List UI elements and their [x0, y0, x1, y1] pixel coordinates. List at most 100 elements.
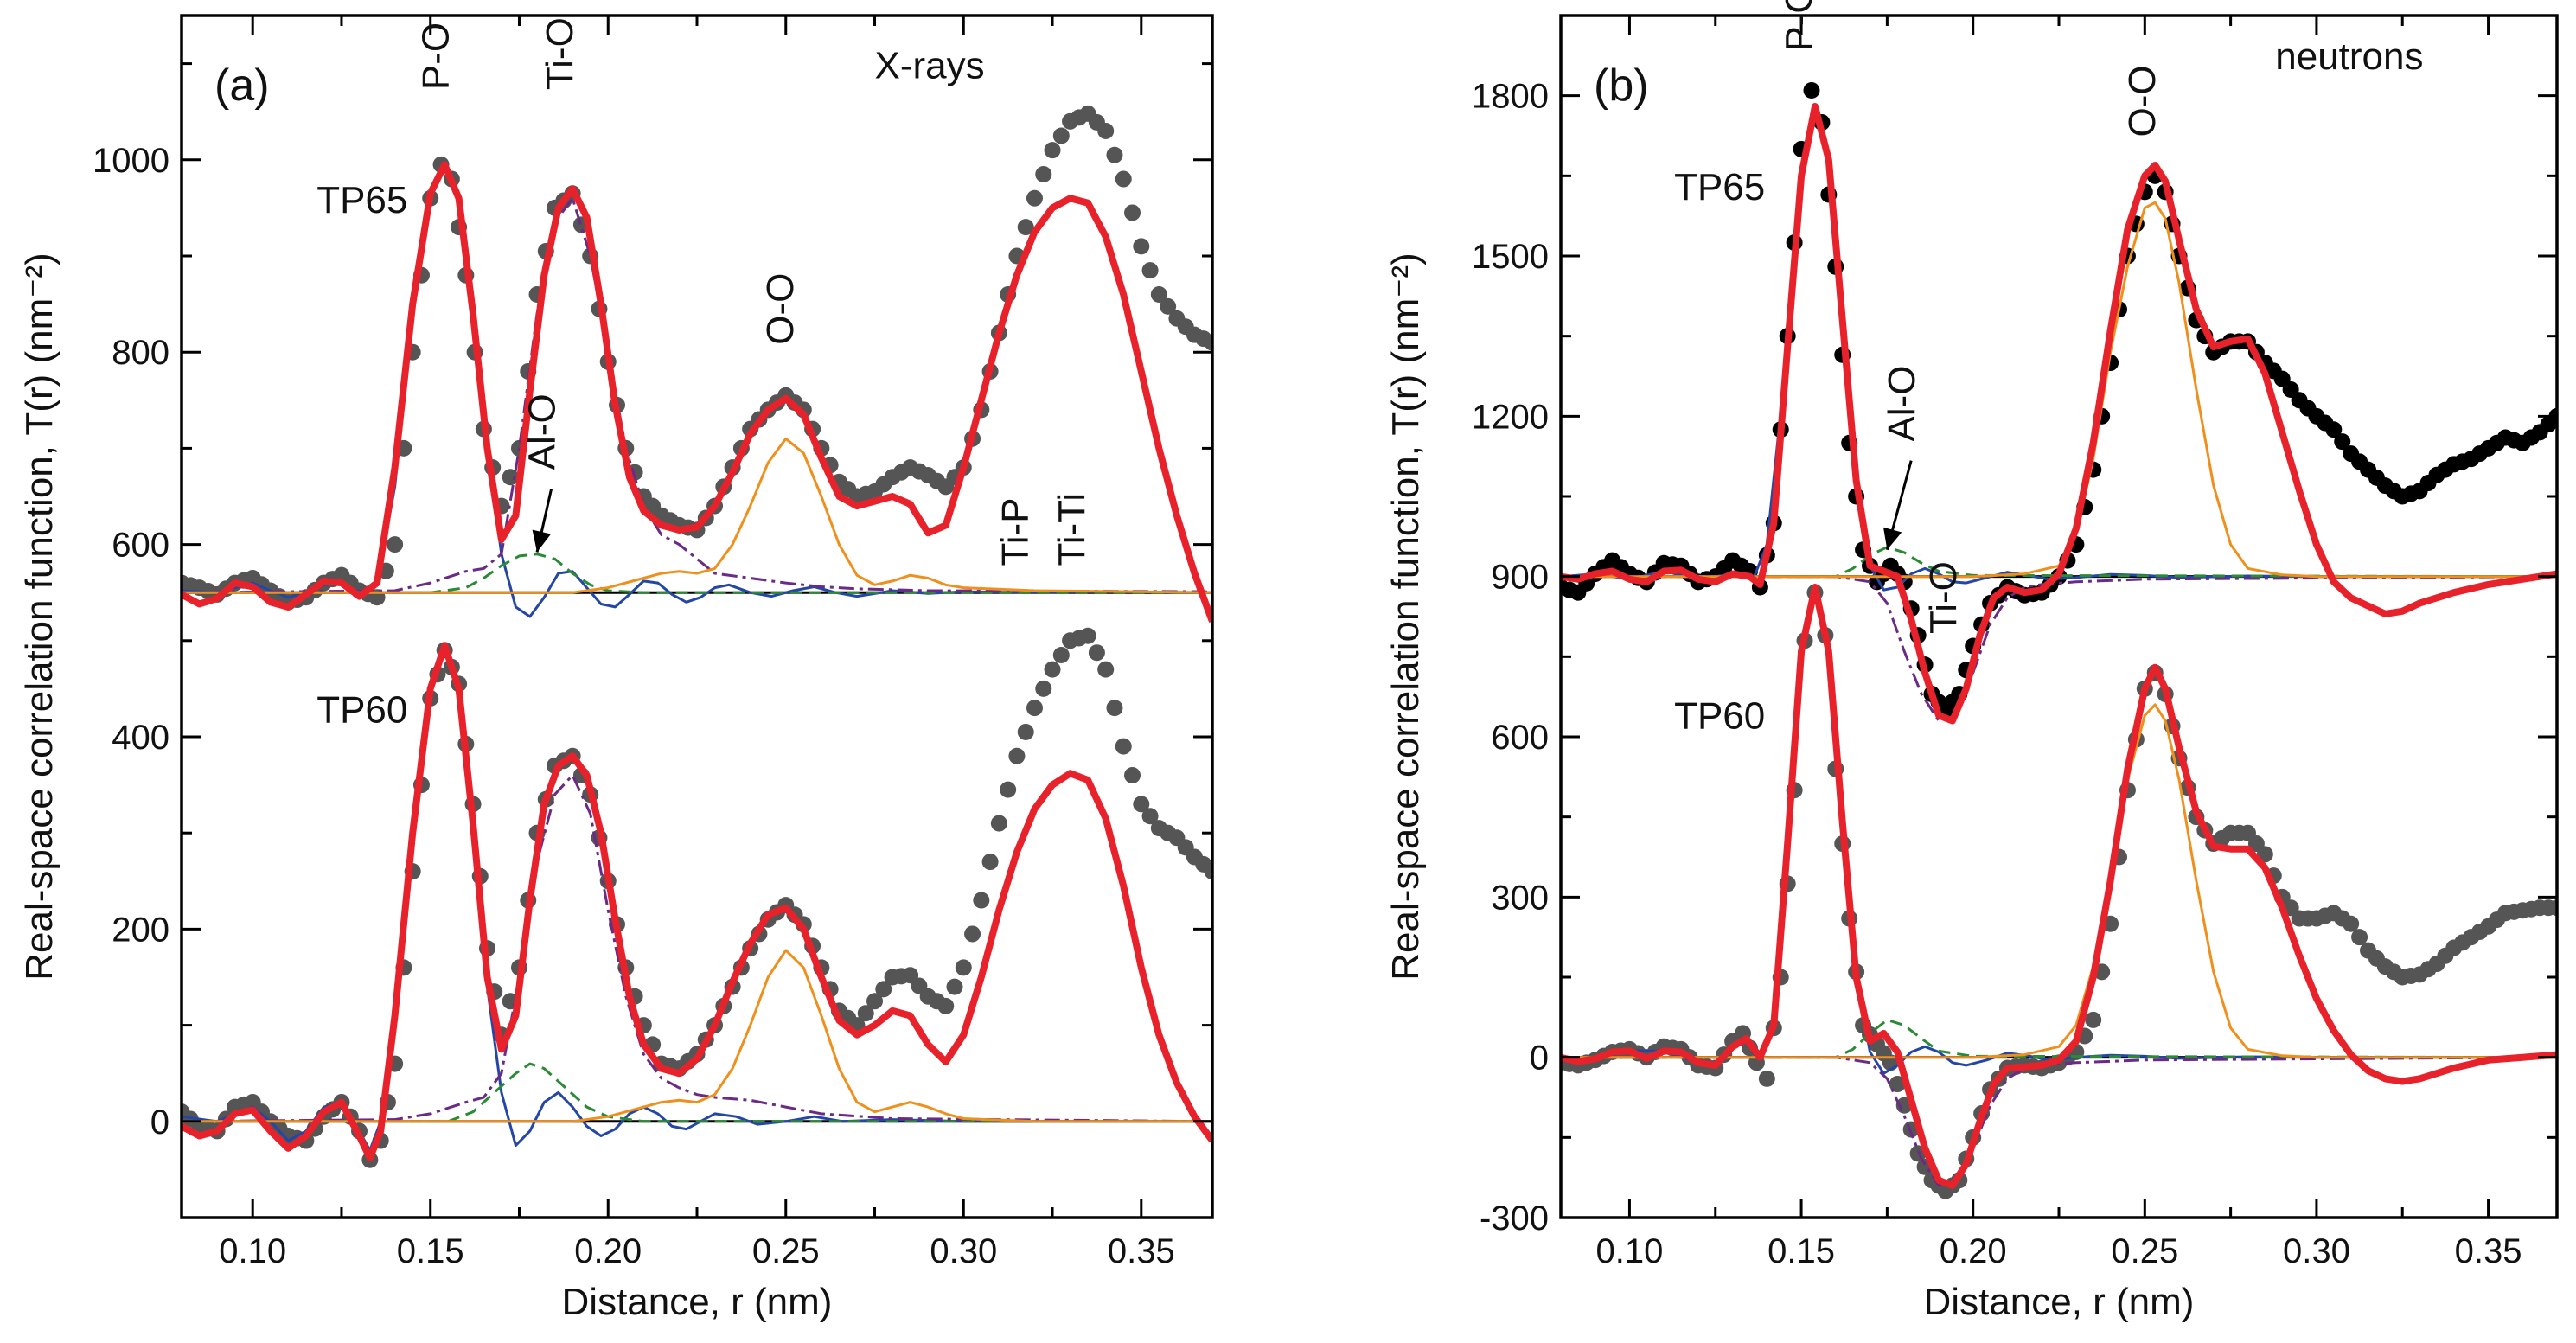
panel-a: 0.10 0.15 0.20 0.25 0.30 0.35 0 200 400 600 800 100…: [18, 14, 1214, 1323]
panel-a-annotation-ti-ti: Ti-Ti: [1051, 493, 1093, 566]
panel-a-tp60-experiment-point: [1052, 646, 1070, 663]
panel-a-tp60-experiment-point: [1026, 700, 1043, 717]
panel-b-annotation-tp60: TP60: [1674, 695, 1765, 738]
panel-a-x-tick-label: 0.25: [752, 1232, 820, 1270]
panel-a-tp65-experiment-point: [1115, 170, 1132, 188]
panel-a-tp60-experiment-point: [1035, 680, 1052, 697]
panel-a-tp65-experiment-point: [1026, 189, 1043, 207]
panel-b-tp65-total-fit: [1561, 103, 2557, 725]
panel-a-tp60-experiment-point: [946, 978, 963, 995]
panel-a-tp60-experiment-point: [1088, 644, 1105, 662]
panel-a-tp60-experiment-point: [990, 815, 1007, 832]
panel-b-annotation-al-o: Al-O: [1881, 366, 1923, 442]
panel-b-x-tick-label: 0.25: [2111, 1232, 2178, 1270]
panel-a-tp60-experiment-point: [1044, 661, 1061, 678]
panel-a-annotation-o-o: O-O: [759, 273, 802, 345]
panel-b-tp60-partial-ti-o: [1561, 1056, 2557, 1187]
panel-b-y-tick-label: 600: [1491, 719, 1549, 757]
panel-a-x-tick-label: 0.35: [1108, 1232, 1175, 1270]
panel-b-y-tick-label: 300: [1491, 879, 1549, 917]
panel-b: 0.10 0.15 0.20 0.25 0.30 0.35 -300 0 300 600 900 12…: [1384, 0, 2559, 1323]
panel-a-tp60-experiment-point: [973, 892, 990, 909]
panel-b-panel-letter: (b): [1594, 61, 1649, 111]
panel-a-tp65-partial-al-o: [182, 553, 1212, 594]
panel-b-x-axis-title: Distance, r (nm): [1924, 1281, 2195, 1323]
panel-b-y-tick-label: -300: [1480, 1199, 1549, 1237]
panel-b-tp60-experiment-point: [1758, 1070, 1775, 1087]
panel-b-y-tick-label: 0: [1530, 1039, 1549, 1078]
panel-b-tp65-experiment-point: [2334, 433, 2351, 451]
panel-a-tp60-experiment-point: [1124, 766, 1141, 783]
panel-b-annotation-p-o: P-O: [1778, 0, 1820, 52]
panel-a-y-tick-label: 400: [112, 719, 169, 757]
panel-a-tp60-total-fit: [182, 642, 1212, 1162]
panel-b-annotation-ti-o: Ti-O: [1922, 561, 1965, 634]
panel-b-y-tick-label: 1500: [1472, 238, 1549, 276]
panel-b-plot-area: [1561, 81, 2557, 1199]
panel-a-plot-area: [182, 105, 1212, 1168]
panel-a-tp60-experiment-point: [937, 997, 955, 1014]
panel-a-x-tick-label: 0.30: [930, 1232, 997, 1270]
panel-a-tp65-experiment-point: [1133, 238, 1150, 255]
panel-a-annotation-tp65: TP65: [316, 179, 407, 221]
panel-a-tp65-partial-ti-o: [182, 196, 1212, 594]
panel-b-tp60-experiment-point: [2343, 915, 2360, 932]
panel-a-tp60-experiment-point: [1141, 808, 1159, 825]
panel-a-tp60-experiment-point: [866, 993, 884, 1010]
panel-b-tp60-experiment-point: [1889, 1076, 1906, 1093]
panel-a-tp65-experiment-point: [1160, 297, 1177, 315]
panel-b-tp65-experiment-point: [2325, 421, 2343, 438]
panel-a-annotation-ti-p: Ti-P: [994, 497, 1036, 566]
panel-b-tp65-experiment-point: [1803, 81, 1820, 99]
panel-a-tp60-experiment-point: [1115, 738, 1132, 755]
panel-a-y-tick-label: 1000: [93, 142, 169, 180]
panel-a-tp65-experiment-point: [1141, 262, 1159, 279]
panel-b-annotation-tp65: TP65: [1674, 166, 1765, 208]
panel-b-annotation-o-o: O-O: [2121, 65, 2164, 137]
panel-b-x-tick-label: 0.15: [1767, 1232, 1835, 1270]
panel-a-y-tick-label: 0: [150, 1103, 169, 1142]
panel-a-tp60-partial-al-o: [182, 1062, 1212, 1123]
panel-a-tp60-experiment-point: [981, 854, 999, 871]
panel-a-tp60-experiment-point: [1000, 781, 1017, 798]
panel-b-y-tick-label: 900: [1491, 559, 1549, 597]
panel-a-y-tick-label: 600: [112, 527, 169, 565]
panel-a-y-tick-label: 800: [112, 334, 169, 372]
panel-a-tp65-experiment-point: [1052, 127, 1070, 144]
panel-a-x-tick-label: 0.15: [397, 1232, 464, 1270]
panel-a-tp60-experiment-point: [1097, 661, 1115, 678]
panel-a-tp65-experiment-point: [1106, 146, 1123, 163]
panel-a-tp60-experiment-point: [1079, 627, 1096, 644]
panel-b-y-axis-title: Real-space correlation function, T(r) (n…: [1384, 253, 1427, 981]
panel-a-x-tick-label: 0.20: [574, 1232, 642, 1270]
panel-a-tp65-total-fit: [182, 161, 1212, 623]
panel-b-tp60-partial-al-o: [1561, 1018, 2557, 1059]
panel-a-tp60-partial-o-o: [182, 949, 1212, 1123]
panel-a-tp65-experiment-point: [1097, 122, 1115, 139]
panel-b-x-tick-label: 0.10: [1596, 1232, 1664, 1270]
panel-b-y-tick-label: 1800: [1472, 78, 1549, 116]
panel-b-tp65-partial-o-o: [1561, 201, 2557, 579]
panel-a-tp60-experiment-point: [1106, 700, 1123, 717]
panel-a-tp65-experiment-point: [1124, 204, 1141, 221]
panel-a-tp65-experiment-point: [502, 469, 519, 486]
panel-b-tp60-total-fit: [1561, 584, 2557, 1189]
panel-a-tp65-experiment-point: [387, 536, 404, 553]
panel-b-tp60-partial-o-o: [1561, 703, 2557, 1059]
panel-a-tp65-experiment-point: [1204, 334, 1212, 351]
panel-a-tp60-experiment-point: [1017, 723, 1034, 740]
panel-a-annotation-x-rays: X-rays: [875, 44, 985, 86]
panel-a-y-axis-title: Real-space correlation function, T(r) (n…: [18, 253, 61, 981]
panel-a-tp60-experiment-point: [964, 925, 981, 943]
panel-b-tp60-experiment-points: [1561, 584, 2557, 1199]
panel-a-annotation-tp60: TP60: [316, 688, 407, 731]
panel-b-arrow-head: [1882, 527, 1902, 550]
panel-a-tp60-experiment-point: [875, 981, 892, 998]
panel-a-tp65-partial-o-o: [182, 437, 1212, 594]
panel-b-x-tick-label: 0.20: [1940, 1232, 2007, 1270]
panel-b-tp60-experiment-point: [2085, 1011, 2102, 1028]
panel-b-x-tick-label: 0.30: [2283, 1232, 2350, 1270]
panel-a-x-axis-title: Distance, r (nm): [562, 1281, 833, 1323]
panel-b-annotation-neutrons: neutrons: [2275, 35, 2423, 78]
